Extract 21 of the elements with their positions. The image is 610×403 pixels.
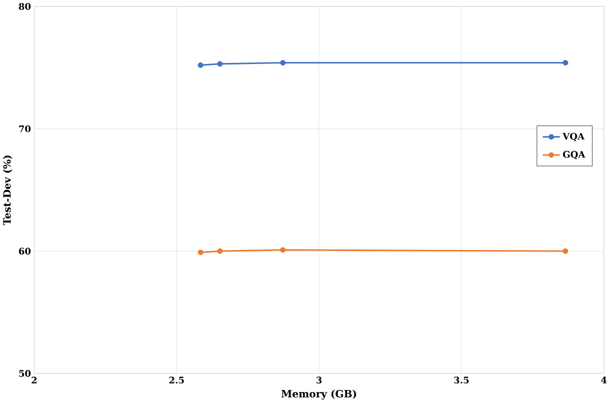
point	[280, 60, 286, 66]
y-tick-label: 60	[19, 248, 31, 255]
x-tick-label: 3.5	[454, 376, 469, 384]
point	[562, 60, 568, 66]
point	[217, 61, 223, 67]
x-tick-label: 2.5	[169, 376, 184, 384]
point	[198, 250, 204, 256]
point	[198, 62, 204, 68]
point	[562, 248, 568, 254]
y-tick-label: 50	[19, 370, 31, 378]
x-tick-label: 4	[601, 376, 607, 384]
legend-label: VQA	[562, 133, 585, 142]
y-tick-label: 80	[18, 3, 31, 10]
point	[217, 248, 223, 254]
point	[280, 247, 286, 253]
x-axis-title: Memory (GB)	[281, 390, 356, 400]
y-axis-title: Test-Dev (%)	[3, 156, 12, 226]
legend-label: GQA	[563, 151, 586, 160]
y-tick-label: 70	[19, 126, 31, 132]
x-tick-label: 3	[316, 376, 322, 384]
x-tick-label: 2	[32, 376, 37, 384]
